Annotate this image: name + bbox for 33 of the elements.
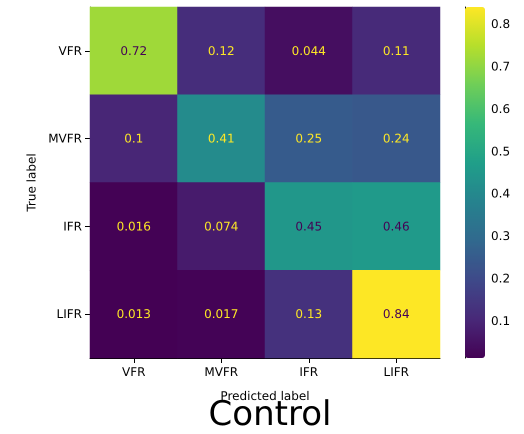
data-label: 0.074 xyxy=(204,219,238,234)
color-bar-label: 0.7 xyxy=(491,59,510,74)
data-label: 0.24 xyxy=(382,132,410,146)
data-label: 0.1 xyxy=(124,132,144,146)
x-tick-label: VFR xyxy=(122,365,146,379)
data-label: 0.13 xyxy=(295,307,322,322)
color-bar-label: 0.8 xyxy=(491,16,510,31)
x-tick-label: IFR xyxy=(299,365,318,379)
color-bar-label: 0.6 xyxy=(491,102,510,116)
x-tick-label: MVFR xyxy=(204,365,238,379)
color-bar-label: 0.4 xyxy=(491,186,510,201)
data-label: 0.016 xyxy=(116,219,151,234)
color-bar-label: 0.3 xyxy=(491,229,510,244)
y-tick-label: MVFR xyxy=(48,132,82,146)
data-label: 0.12 xyxy=(208,44,235,58)
x-tick-label: LIFR xyxy=(384,365,409,379)
color-bar-label: 0.5 xyxy=(491,144,510,158)
y-tick-label: VFR xyxy=(58,44,82,58)
y-tick-label: IFR xyxy=(63,219,82,234)
data-label: 0.25 xyxy=(295,132,322,146)
data-label: 0.84 xyxy=(382,307,410,322)
data-label: 0.72 xyxy=(120,44,148,58)
data-label: 0.45 xyxy=(295,219,322,234)
y-tick-label: LIFR xyxy=(56,307,82,322)
data-label: 0.11 xyxy=(382,44,410,58)
data-label: 0.013 xyxy=(116,307,151,322)
data-label: 0.017 xyxy=(204,307,238,322)
data-label: 0.044 xyxy=(292,44,326,58)
data-label: 0.41 xyxy=(208,132,235,146)
data-label: 0.46 xyxy=(382,219,410,234)
y-axis-title: True label xyxy=(24,153,38,213)
color-bar-label: 0.2 xyxy=(491,272,510,286)
color-bar-label: 0.1 xyxy=(491,314,510,328)
